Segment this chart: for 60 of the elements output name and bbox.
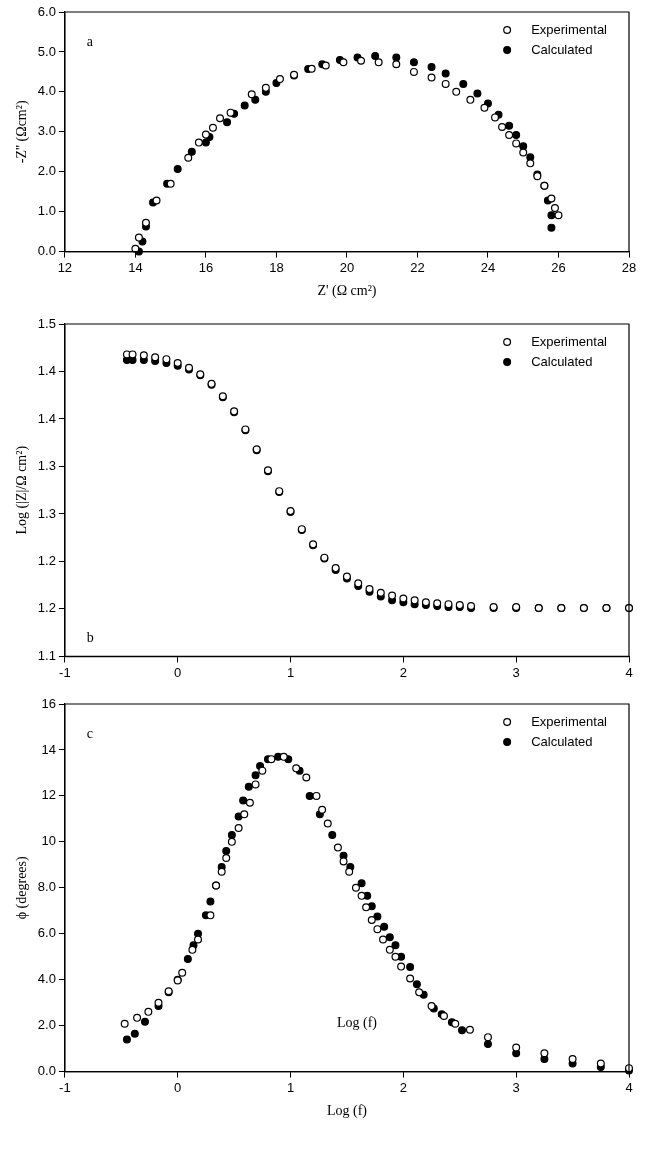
x-tick-label: 28 [621, 259, 637, 275]
y-tick-label: 0.0 [37, 243, 56, 259]
y-tick-label: 1.4 [37, 410, 56, 426]
y-tick-label: 4.0 [37, 971, 56, 987]
x-tick-label: -1 [59, 664, 71, 680]
y-tick-label: 3.0 [37, 123, 56, 139]
legend-label: Experimental [531, 713, 608, 729]
y-axis-title: ϕ (degrees) [14, 855, 31, 920]
x-tick-label: 2 [399, 664, 407, 680]
x-tick-label: 16 [198, 259, 214, 275]
y-axis-title: Log (|Z|/Ω cm²) [14, 445, 31, 535]
y-tick-label: 1.2 [37, 600, 56, 616]
legend-label: Experimental [531, 333, 608, 349]
y-tick-label: 1.2 [37, 553, 56, 569]
legend-label: Calculated [531, 733, 593, 749]
x-tick-label: 0 [174, 1079, 182, 1095]
legend-label: Calculated [531, 353, 593, 369]
x-axis-title: Z' (Ω cm²) [317, 283, 377, 300]
x-tick-label: 18 [269, 259, 284, 275]
x-tick-label: 26 [551, 259, 566, 275]
x-tick-label: 2 [399, 1079, 407, 1095]
y-tick-label: 1.1 [37, 647, 56, 663]
y-tick-label: 1.0 [37, 203, 56, 219]
legend-label: Calculated [531, 41, 593, 57]
annotation: b [86, 630, 94, 646]
x-tick-label: 3 [512, 664, 520, 680]
x-tick-label: 22 [410, 259, 425, 275]
y-tick-label: 1.4 [37, 363, 56, 379]
x-tick-label: 1 [286, 1079, 295, 1095]
x-tick-label: 14 [128, 259, 143, 275]
x-tick-label: 24 [480, 259, 496, 275]
y-tick-label: 14 [41, 741, 56, 757]
y-tick-label: 16 [41, 695, 56, 711]
y-tick-label: 8.0 [37, 879, 56, 895]
y-tick-label: 6.0 [37, 925, 56, 941]
x-tick-label: 4 [625, 1079, 633, 1095]
annotation: a [86, 33, 94, 49]
x-tick-label: 4 [625, 664, 633, 680]
annotation: Log (f) [336, 1015, 378, 1032]
y-tick-label: 2.0 [37, 1017, 56, 1033]
y-tick-label: 1.5 [37, 315, 56, 331]
y-tick-label: 12 [41, 787, 56, 803]
x-tick-label: 1 [286, 664, 295, 680]
y-tick-label: 6.0 [37, 3, 56, 19]
x-tick-label: 0 [174, 664, 182, 680]
x-tick-label: 20 [339, 259, 355, 275]
x-tick-label: -1 [59, 1079, 71, 1095]
x-tick-label: 3 [512, 1079, 520, 1095]
y-tick-label: 4.0 [37, 83, 56, 99]
y-tick-label: 10 [41, 833, 56, 849]
y-tick-label: 1.3 [37, 458, 56, 474]
y-tick-label: 2.0 [37, 163, 56, 179]
y-tick-label: 5.0 [37, 43, 56, 59]
annotation: c [86, 725, 94, 741]
y-tick-label: 0.0 [37, 1063, 56, 1079]
x-tick-label: 12 [57, 259, 73, 275]
legend-label: Experimental [531, 21, 608, 37]
x-axis-title: Log (f) [326, 1103, 368, 1120]
y-axis-title: -Z'' (Ωcm²) [14, 100, 31, 164]
y-tick-label: 1.3 [37, 505, 56, 521]
